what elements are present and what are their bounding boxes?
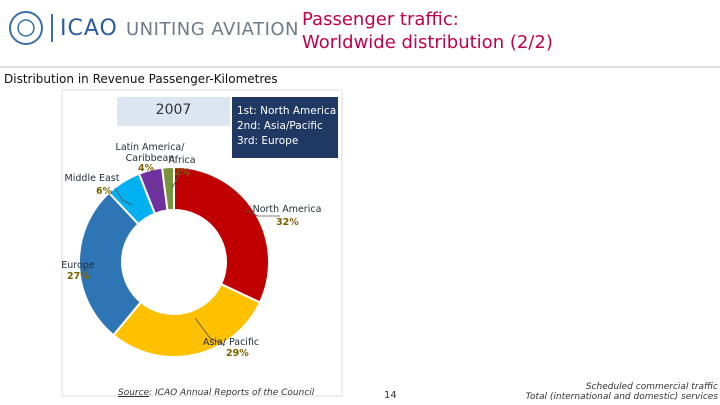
year-box [117,97,230,126]
value-label: 6% [96,186,113,197]
leader-line [194,317,226,346]
value-label: 29% [226,348,249,359]
donut-slice [173,165,270,304]
donut-slice [160,165,175,212]
title-line: Worldwide distribution (2/2) [302,32,553,53]
leader-line [151,181,158,193]
logo-text: ICAO [60,16,118,41]
donut [78,165,270,358]
value-label: 4% [138,163,155,174]
note-line: Total (international and domestic) servi… [525,392,718,402]
category-label: Africa [168,155,196,166]
leader-line [114,187,133,206]
chart-frame [61,89,343,397]
leader-lines [81,169,280,346]
value-label: 27% [67,271,90,282]
source: Source: ICAO Annual Reports of the Counc… [118,388,314,398]
category-label: Europe [61,260,95,271]
leader-line [171,169,183,189]
logo-globe [17,19,35,37]
tagline: UNITING AVIATION [126,19,300,40]
chart-title: Distribution in Revenue Passenger-Kilome… [4,72,278,86]
rank-line: 2nd: Asia/Pacific [237,120,323,132]
ranking: 1st: North America 2nd: Asia/Pacific 3rd… [237,104,336,149]
slide-title: Passenger traffic: Worldwide distributio… [302,8,553,54]
source-label: Source [118,388,150,398]
rank-line: 1st: North America [237,105,337,117]
logo-emblem [9,11,43,45]
category-label: Latin America/ Caribbean [115,142,185,164]
category-label: Asia/ Pacific [202,337,260,348]
category-label: North America [252,204,322,215]
page-number: 14 [384,390,397,401]
leader-line [81,267,91,273]
category-label: Middle East [64,173,120,184]
donut-slice [78,191,143,337]
value-label: 2% [174,167,191,178]
footnote: Scheduled commercial traffic Total (inte… [526,382,718,402]
donut-slice [112,282,262,358]
source-text: : ICAO Annual Reports of the Council [149,388,315,398]
value-label: 32% [276,217,299,228]
note-line: Scheduled commercial traffic [585,382,718,392]
chart-subtitle: 2007 [155,102,192,118]
title-line: Passenger traffic: [302,9,459,30]
ranking-box [232,97,338,158]
rank-line: 3rd: Europe [237,135,299,147]
leader-line [244,209,280,217]
